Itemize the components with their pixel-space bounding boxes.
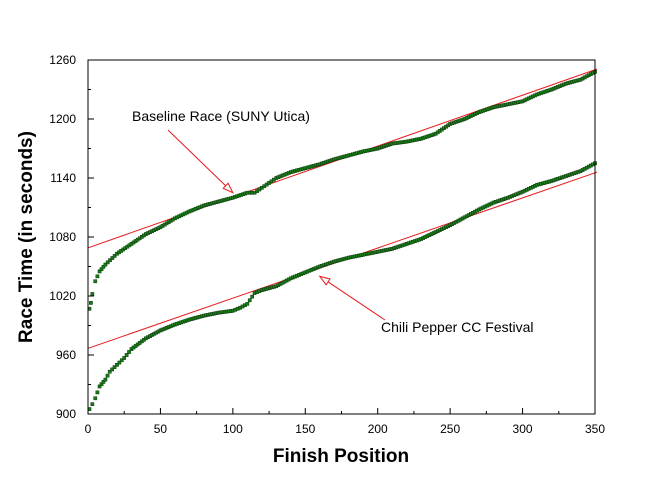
data-point bbox=[105, 373, 110, 378]
x-tick-label: 250 bbox=[440, 422, 460, 436]
y-tick-label: 900 bbox=[56, 407, 76, 421]
y-tick-label: 1260 bbox=[49, 53, 76, 67]
data-points bbox=[87, 69, 597, 411]
y-tick-label: 1140 bbox=[50, 171, 76, 185]
data-point bbox=[112, 254, 117, 258]
x-axis: 0 50 100 150 200 250 300 350 bbox=[85, 408, 605, 436]
data-point bbox=[117, 360, 122, 365]
y-axis: 900 960 1020 1080 1140 1200 1260 bbox=[49, 53, 94, 421]
annotations: Baseline Race (SUNY Utica) Chili Pepper C… bbox=[132, 108, 534, 335]
data-point bbox=[122, 356, 127, 360]
x-tick-label: 0 bbox=[85, 422, 92, 436]
data-point bbox=[127, 350, 131, 354]
x-axis-title: Finish Position bbox=[273, 446, 409, 467]
x-tick-label: 350 bbox=[585, 422, 605, 436]
x-tick-label: 200 bbox=[368, 422, 388, 436]
data-point bbox=[119, 358, 124, 363]
x-tick-label: 300 bbox=[513, 422, 533, 436]
data-point bbox=[101, 380, 106, 384]
annotation-arrowhead bbox=[318, 275, 331, 286]
y-tick-label: 1080 bbox=[49, 230, 76, 244]
annotation-label: Baseline Race (SUNY Utica) bbox=[132, 108, 310, 124]
data-point bbox=[93, 279, 98, 284]
data-point bbox=[99, 382, 104, 387]
data-point bbox=[97, 384, 102, 389]
series-points bbox=[87, 161, 597, 411]
series-points bbox=[87, 69, 597, 311]
x-tick-label: 50 bbox=[154, 422, 168, 436]
y-axis-title: Race Time (in seconds) bbox=[16, 131, 37, 343]
annotation-arrowhead bbox=[222, 182, 234, 194]
y-tick-label: 1200 bbox=[49, 112, 76, 126]
data-point bbox=[115, 362, 119, 367]
data-point bbox=[95, 274, 100, 279]
data-point bbox=[108, 258, 112, 263]
data-point bbox=[89, 301, 93, 305]
annotation-label: Chili Pepper CC Festival bbox=[381, 319, 534, 335]
data-point bbox=[95, 390, 100, 395]
data-point bbox=[105, 260, 110, 265]
data-point bbox=[99, 267, 104, 271]
data-point bbox=[247, 298, 252, 303]
data-point bbox=[103, 262, 108, 267]
y-tick-label: 960 bbox=[56, 348, 76, 362]
data-point bbox=[112, 365, 117, 369]
data-point bbox=[93, 396, 98, 401]
data-point bbox=[110, 367, 114, 372]
data-point bbox=[245, 302, 250, 306]
data-point bbox=[124, 353, 129, 357]
data-point bbox=[250, 294, 255, 299]
data-point bbox=[107, 369, 112, 374]
y-tick-label: 1020 bbox=[49, 289, 76, 303]
annotation-arrow bbox=[319, 275, 386, 321]
x-tick-label: 150 bbox=[295, 422, 315, 436]
data-point bbox=[110, 256, 115, 260]
data-point bbox=[103, 377, 108, 382]
fit-lines bbox=[88, 68, 597, 349]
data-point bbox=[90, 402, 95, 407]
data-point bbox=[101, 264, 106, 269]
data-point bbox=[97, 269, 102, 274]
x-tick-label: 100 bbox=[223, 422, 243, 436]
data-point bbox=[90, 292, 95, 296]
annotation-arrow bbox=[167, 129, 234, 194]
